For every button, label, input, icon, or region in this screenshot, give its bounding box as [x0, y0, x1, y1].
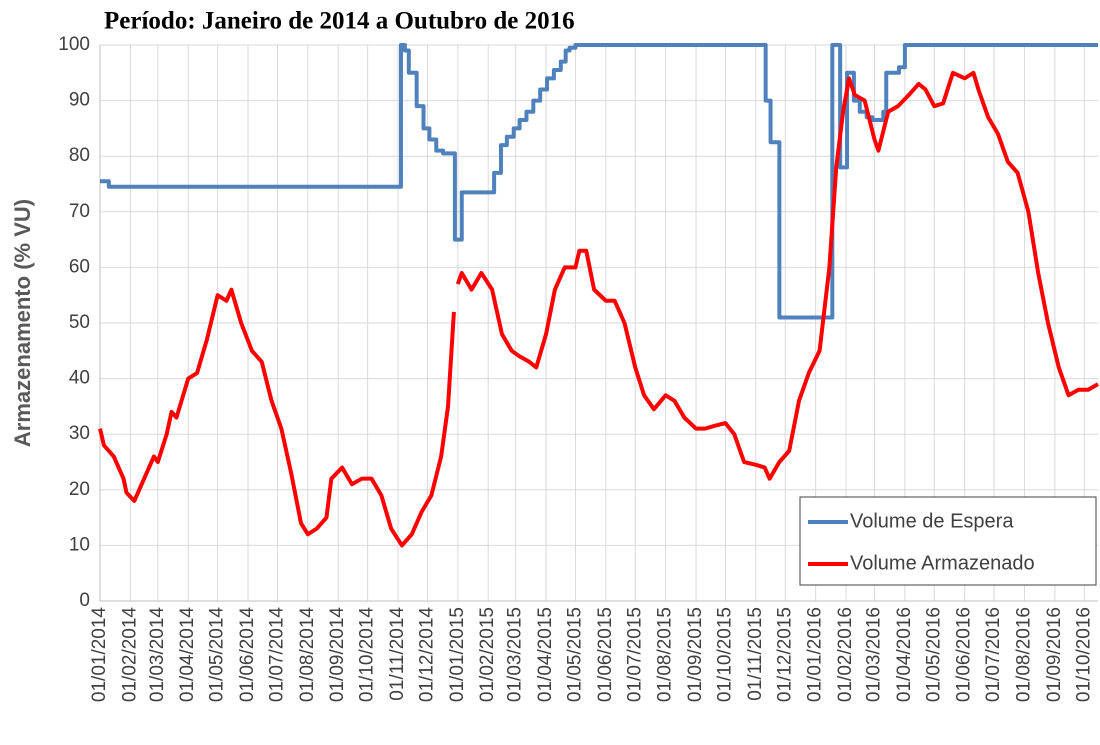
x-tick-label: 01/04/2014 [177, 607, 198, 703]
y-tick-label: 70 [69, 201, 90, 222]
chart-title: Período: Janeiro de 2014 a Outubro de 20… [104, 8, 575, 35]
x-tick-label: 01/02/2016 [835, 607, 856, 702]
x-tick-label: 01/02/2014 [119, 607, 140, 703]
legend-label: Volume de Espera [850, 510, 1014, 532]
x-tick-label: 01/04/2015 [535, 607, 556, 702]
x-tick-label: 01/03/2015 [505, 607, 526, 702]
x-tick-label: 01/09/2015 [685, 607, 706, 702]
x-tick-label: 01/12/2014 [416, 607, 437, 703]
data-line [100, 43, 1098, 320]
x-tick-label: 01/08/2015 [655, 607, 676, 702]
x-tick-label: 01/11/2014 [387, 607, 408, 701]
y-axis-label: Armazenamento (% VU) [10, 199, 35, 447]
x-tick-label: 01/08/2014 [297, 607, 318, 703]
y-tick-label: 50 [69, 312, 90, 333]
legend [799, 496, 1097, 586]
x-tick-label: 01/01/2014 [89, 607, 110, 703]
x-tick-label: 01/09/2016 [1044, 607, 1065, 702]
y-tick-label: 10 [69, 534, 90, 555]
x-tick-label: 01/05/2015 [564, 607, 585, 702]
x-tick-label: 01/10/2016 [1073, 607, 1094, 702]
x-tick-label: 01/06/2014 [237, 607, 258, 703]
y-tick-label: 100 [58, 34, 90, 55]
x-tick-label: 01/04/2016 [894, 607, 915, 702]
x-tick-label: 01/03/2014 [147, 607, 168, 703]
x-tick-label: 01/09/2014 [327, 607, 348, 703]
y-tick-label: 20 [69, 479, 90, 500]
x-tick-label: 01/02/2015 [477, 607, 498, 702]
x-tick-label: 01/06/2016 [954, 607, 975, 702]
y-tick-label: 80 [69, 145, 90, 166]
x-tick-label: 01/10/2014 [357, 607, 378, 703]
x-tick-label: 01/05/2016 [923, 607, 944, 702]
y-tick-label: 0 [79, 590, 90, 611]
x-tick-label: 01/07/2014 [266, 607, 287, 703]
data-line [98, 70, 1099, 548]
x-tick-label: 01/01/2016 [805, 607, 826, 702]
y-tick-label: 30 [69, 423, 90, 444]
x-tick-label: 01/11/2015 [745, 607, 766, 701]
x-tick-label: 01/08/2016 [1013, 607, 1034, 702]
y-tick-label: 40 [69, 368, 90, 389]
x-tick-label: 01/03/2016 [863, 607, 884, 702]
x-tick-label: 01/07/2015 [624, 607, 645, 702]
x-tick-label: 01/07/2016 [983, 607, 1004, 702]
x-tick-label: 01/01/2015 [447, 607, 468, 702]
y-tick-label: 60 [69, 256, 90, 277]
legend-label: Volume Armazenado [850, 552, 1035, 574]
x-tick-label: 01/12/2015 [774, 607, 795, 702]
x-tick-label: 01/10/2015 [714, 607, 735, 702]
x-tick-label: 01/05/2014 [207, 607, 228, 703]
y-tick-label: 90 [69, 90, 90, 111]
x-tick-label: 01/06/2015 [595, 607, 616, 702]
